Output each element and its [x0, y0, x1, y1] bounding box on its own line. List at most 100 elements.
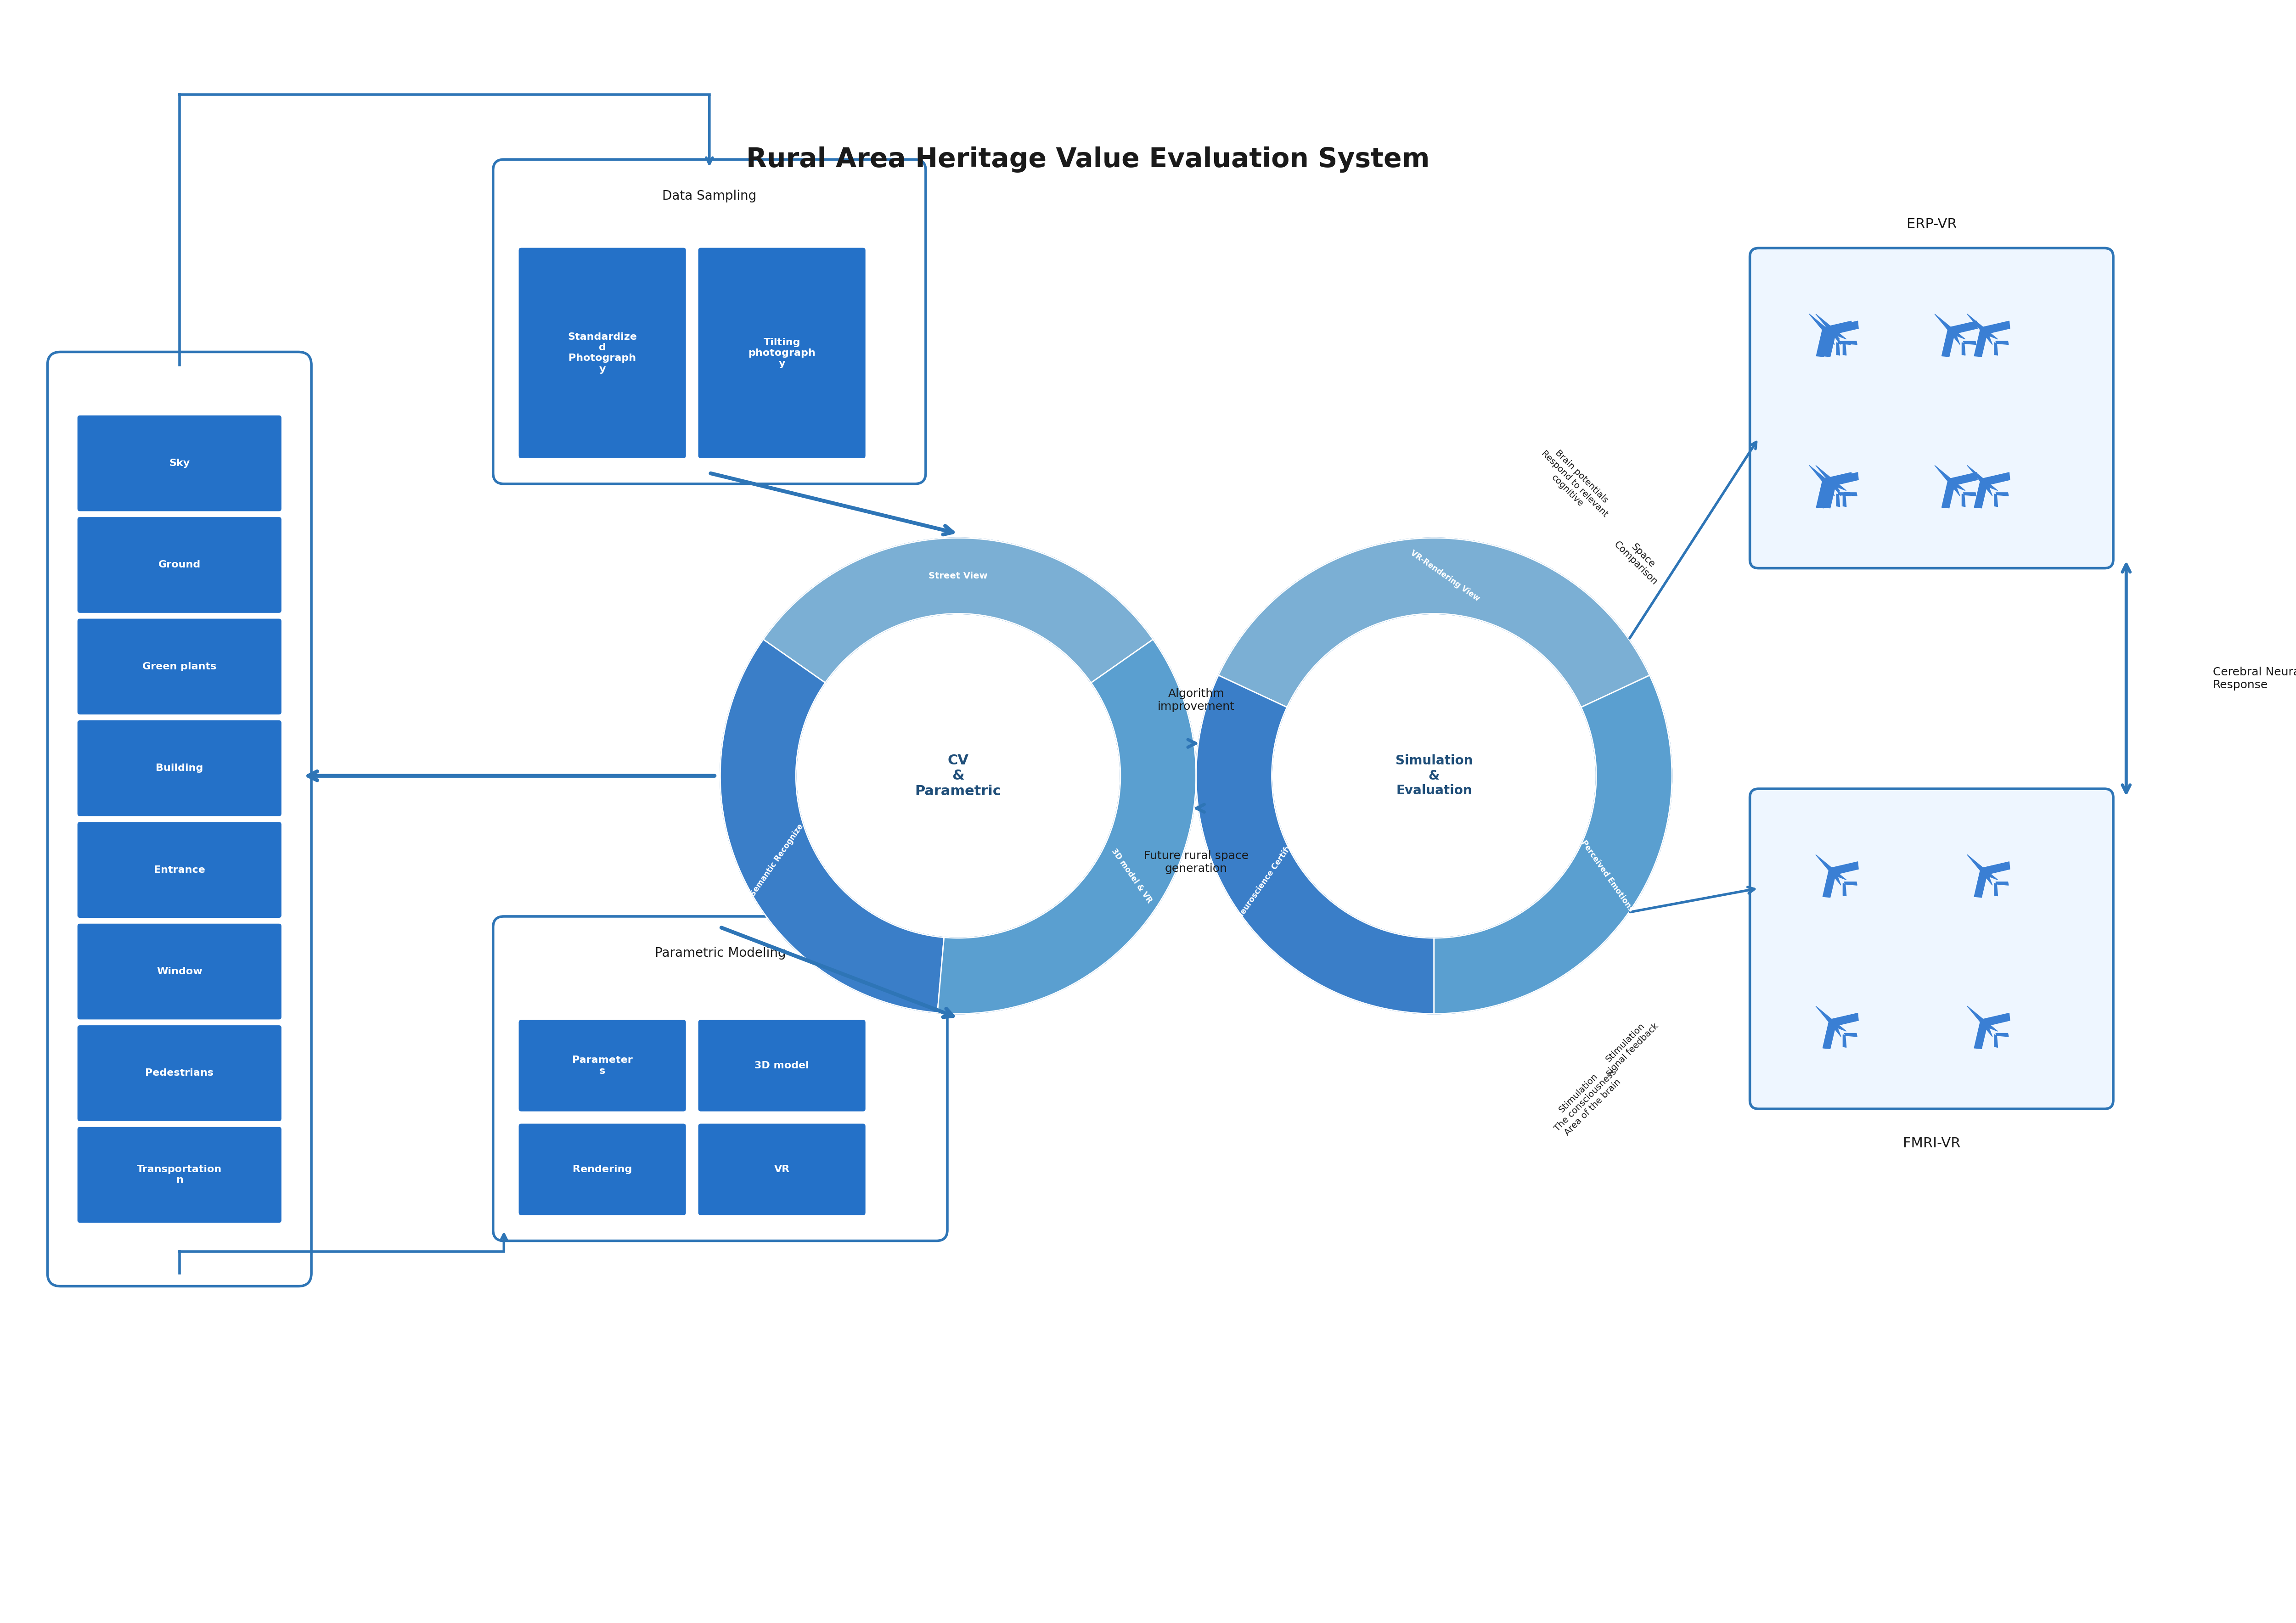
Polygon shape — [1984, 1013, 2009, 1026]
Text: Brain potentials
Respond to relevant
cognitive: Brain potentials Respond to relevant cog… — [1531, 441, 1616, 526]
Text: Green plants: Green plants — [142, 662, 216, 672]
Polygon shape — [1936, 466, 1965, 497]
Text: Parametric Modeling: Parametric Modeling — [654, 946, 785, 959]
Circle shape — [1272, 613, 1596, 938]
FancyBboxPatch shape — [698, 1021, 866, 1112]
Polygon shape — [1942, 329, 1954, 357]
FancyBboxPatch shape — [78, 823, 280, 917]
Polygon shape — [1837, 341, 1851, 344]
Polygon shape — [1832, 862, 1857, 875]
Polygon shape — [937, 639, 1196, 1014]
Text: Parameter
s: Parameter s — [572, 1055, 634, 1076]
Polygon shape — [1952, 472, 1977, 485]
Text: Algorithm
improvement: Algorithm improvement — [1157, 688, 1235, 712]
FancyBboxPatch shape — [78, 923, 280, 1019]
Polygon shape — [1963, 493, 1977, 497]
FancyBboxPatch shape — [698, 1125, 866, 1216]
FancyBboxPatch shape — [48, 352, 312, 1285]
FancyBboxPatch shape — [1750, 248, 2112, 568]
Polygon shape — [1219, 537, 1651, 708]
Polygon shape — [1196, 675, 1435, 1014]
Text: Window: Window — [156, 967, 202, 975]
Polygon shape — [1816, 329, 1830, 357]
Text: Stimulation
signal feedback: Stimulation signal feedback — [1598, 1014, 1660, 1078]
FancyBboxPatch shape — [698, 248, 866, 458]
Polygon shape — [1975, 1022, 1986, 1048]
Polygon shape — [1837, 493, 1839, 506]
Polygon shape — [1961, 493, 1965, 506]
Polygon shape — [762, 537, 1153, 683]
Polygon shape — [1942, 480, 1954, 508]
Polygon shape — [1837, 342, 1839, 355]
Polygon shape — [1844, 341, 1857, 344]
Polygon shape — [1963, 341, 1977, 344]
Polygon shape — [1995, 493, 2009, 497]
FancyBboxPatch shape — [78, 618, 280, 714]
Text: Perceived Emotions: Perceived Emotions — [1580, 839, 1635, 914]
Polygon shape — [1844, 493, 1857, 497]
Polygon shape — [1975, 480, 1986, 508]
Polygon shape — [1832, 472, 1857, 485]
Text: Standardize
d
Photograph
y: Standardize d Photograph y — [567, 333, 636, 373]
FancyBboxPatch shape — [519, 248, 687, 458]
Text: Ground: Ground — [158, 560, 200, 570]
Polygon shape — [1832, 321, 1857, 334]
Polygon shape — [1816, 480, 1830, 508]
Polygon shape — [1995, 1034, 2009, 1037]
Text: Neuroscience Certify: Neuroscience Certify — [1235, 842, 1293, 920]
Polygon shape — [1968, 466, 1998, 497]
FancyBboxPatch shape — [78, 415, 280, 511]
Text: ERP-VR: ERP-VR — [1906, 217, 1956, 230]
Polygon shape — [1952, 321, 1977, 334]
FancyBboxPatch shape — [494, 159, 925, 484]
FancyBboxPatch shape — [78, 518, 280, 612]
Circle shape — [1196, 537, 1671, 1014]
Polygon shape — [1844, 493, 1846, 506]
Polygon shape — [1435, 675, 1671, 1014]
Polygon shape — [1961, 342, 1965, 355]
Polygon shape — [1816, 313, 1846, 344]
Text: Tilting
photograph
y: Tilting photograph y — [748, 338, 815, 368]
Circle shape — [797, 613, 1120, 938]
Text: Rendering: Rendering — [572, 1165, 631, 1173]
Polygon shape — [1995, 883, 1998, 896]
Polygon shape — [1995, 1034, 1998, 1047]
Text: Semantic Recognize: Semantic Recognize — [748, 823, 806, 898]
Polygon shape — [1837, 493, 1851, 497]
Polygon shape — [1823, 1022, 1835, 1048]
Text: Street View: Street View — [928, 571, 987, 579]
Polygon shape — [1844, 1034, 1846, 1047]
Text: Pedestrians: Pedestrians — [145, 1068, 214, 1078]
Text: Transportation
n: Transportation n — [138, 1165, 223, 1185]
Text: Data Sampling: Data Sampling — [661, 190, 755, 203]
Polygon shape — [1975, 870, 1986, 898]
Polygon shape — [1936, 313, 1965, 344]
Text: Stimulation
The consciousness
Area of the brain: Stimulation The consciousness Area of th… — [1545, 1060, 1626, 1139]
Text: 3D model & VR: 3D model & VR — [1109, 847, 1153, 904]
Circle shape — [721, 537, 1196, 1014]
Polygon shape — [1984, 321, 2009, 334]
Polygon shape — [1984, 472, 2009, 485]
Polygon shape — [1823, 329, 1835, 357]
Text: Space
Comparison: Space Comparison — [1612, 532, 1667, 588]
Polygon shape — [1825, 472, 1853, 485]
Polygon shape — [1844, 883, 1846, 896]
Text: VR: VR — [774, 1165, 790, 1173]
Polygon shape — [1975, 329, 1986, 357]
Polygon shape — [1844, 881, 1857, 885]
Polygon shape — [1995, 881, 2009, 885]
FancyBboxPatch shape — [519, 1125, 687, 1216]
Polygon shape — [1809, 466, 1839, 497]
Polygon shape — [1816, 855, 1846, 885]
Polygon shape — [1844, 342, 1846, 355]
Text: Simulation
&
Evaluation: Simulation & Evaluation — [1396, 755, 1472, 797]
Polygon shape — [1809, 313, 1839, 344]
FancyBboxPatch shape — [494, 917, 948, 1242]
Text: VR-Rendering View: VR-Rendering View — [1410, 549, 1481, 602]
Polygon shape — [1968, 313, 1998, 344]
Text: CV
&
Parametric: CV & Parametric — [916, 753, 1001, 799]
Text: Entrance: Entrance — [154, 865, 204, 875]
Text: Future rural space
generation: Future rural space generation — [1143, 850, 1249, 875]
Polygon shape — [1823, 870, 1835, 898]
Polygon shape — [1995, 493, 1998, 506]
